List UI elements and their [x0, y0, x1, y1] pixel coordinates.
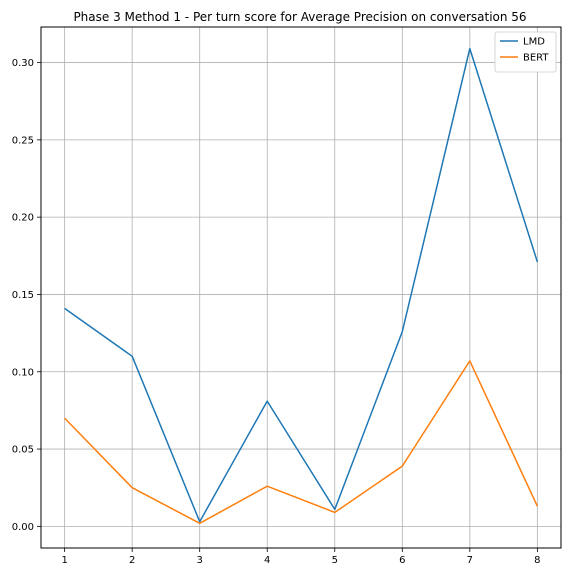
chart-title: Phase 3 Method 1 - Per turn score for Av…	[73, 10, 526, 24]
x-tick-label: 2	[129, 555, 135, 566]
series-lines	[64, 47, 539, 525]
plot-frame	[40, 26, 562, 549]
legend: LMD BERT	[494, 31, 557, 73]
x-tick-label: 7	[467, 555, 473, 566]
x-axis: 1 2 3 4 5 6 7 8	[61, 548, 541, 566]
y-tick-label: 0.25	[12, 135, 34, 146]
series-line-lmd	[64, 47, 539, 523]
legend-label-bert: BERT	[523, 53, 549, 64]
x-tick-label: 6	[399, 555, 405, 566]
y-tick-label: 0.15	[12, 290, 34, 301]
x-tick-label: 3	[197, 555, 203, 566]
y-tick-label: 0.10	[12, 367, 34, 378]
legend-label-lmd: LMD	[523, 37, 545, 48]
y-tick-label: 0.05	[12, 445, 34, 456]
y-tick-label: 0.30	[12, 58, 34, 69]
x-tick-label: 5	[332, 555, 338, 566]
y-tick-label: 0.20	[12, 213, 34, 224]
grid	[41, 27, 561, 548]
x-tick-label: 8	[534, 555, 540, 566]
x-tick-label: 1	[61, 555, 67, 566]
legend-box	[494, 31, 557, 73]
x-tick-label: 4	[264, 555, 270, 566]
y-axis: 0.00 0.05 0.10 0.15 0.20 0.25 0.30	[12, 58, 41, 533]
y-tick-label: 0.00	[12, 522, 34, 533]
series-line-bert	[64, 360, 539, 525]
